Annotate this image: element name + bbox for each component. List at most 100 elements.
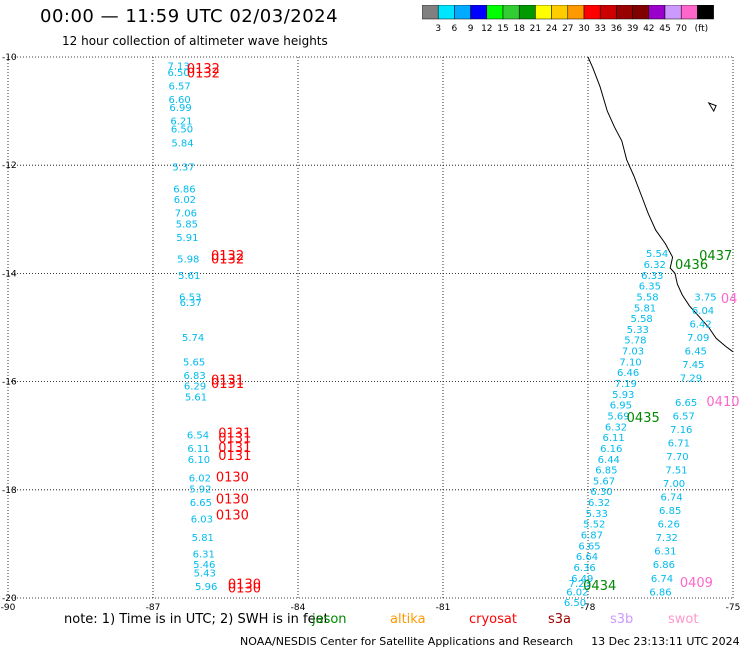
wave-height-value: 6.50 [171, 125, 193, 136]
wave-height-value: 6.64 [576, 552, 598, 563]
wave-height-value: 6.53 [179, 292, 201, 303]
wave-height-value: 6.26 [658, 520, 680, 531]
colorbar-tick-label: 12 [481, 24, 492, 34]
wave-height-value: 3.75 [694, 292, 716, 303]
wave-height-value: 6.65 [578, 541, 600, 552]
lat-tick-label: -20 [2, 594, 17, 604]
legend-item-swot: swot [668, 612, 699, 627]
pass-time-label: 0409 [680, 576, 713, 591]
colorbar-tick-label: 36 [611, 24, 623, 34]
colorbar-tick-label: 30 [578, 24, 590, 34]
wave-height-value: 6.83 [183, 371, 205, 382]
wave-height-value: 5.67 [593, 476, 615, 487]
lat-tick-label: -18 [2, 486, 17, 496]
wave-height-value: 5.81 [192, 533, 214, 544]
wave-height-value: 7.70 [666, 452, 688, 463]
lat-tick-label: -12 [2, 161, 17, 171]
wave-height-value: 6.11 [187, 444, 209, 455]
pass-time-label: 0131 [218, 432, 251, 447]
wave-height-value: 6.95 [610, 401, 632, 412]
colorbar-tick-label: 9 [468, 24, 474, 34]
legend-item-s3a: s3a [548, 612, 572, 627]
colorbar-tick-label: 18 [513, 24, 525, 34]
footer-credit: NOAA/NESDIS Center for Satellite Applica… [240, 635, 740, 648]
page-title: 00:00 — 11:59 UTC 02/03/2024 [40, 6, 339, 27]
pass-time-label: 0410 [706, 395, 739, 410]
wave-height-value: 6.32 [644, 260, 666, 271]
credit-text: NOAA/NESDIS Center for Satellite Applica… [240, 635, 574, 648]
colorbar-unit-label: (ft) [695, 24, 709, 34]
pass-time-label: 0434 [583, 579, 616, 594]
pass-time-label: 0131 [211, 373, 244, 388]
wave-height-colorbar: 3 6 9 12 15 18 21 24 27 30 33 36 39 42 45 70 (ft) [422, 5, 714, 34]
wave-height-value: 7.51 [665, 466, 687, 477]
pass-time-label: 0131 [211, 377, 244, 392]
wave-height-value: 6.02 [566, 587, 588, 598]
wave-height-value: 5.78 [624, 336, 646, 347]
wave-height-value: 6.57 [673, 411, 695, 422]
wave-height-value: 7.10 [619, 357, 641, 368]
wave-height-value: 6.85 [595, 466, 617, 477]
wave-height-value: 5.58 [631, 314, 653, 325]
colorbar-tick-label: 3 [435, 24, 441, 34]
wave-height-value: 6.02 [189, 474, 211, 485]
wave-height-value: 5.98 [177, 255, 199, 266]
timestamp-text: 13 Dec 23:13:11 UTC 2024 [591, 635, 740, 648]
lon-tick-label: -75 [726, 603, 740, 613]
wave-height-value: 5.69 [607, 411, 629, 422]
wave-height-value: 6.99 [169, 103, 191, 114]
wave-height-value: 6.74 [661, 493, 683, 504]
wave-height-value: 6.74 [651, 574, 673, 585]
wave-height-value: 7.29 [680, 374, 702, 385]
wave-height-value: 6.86 [649, 587, 671, 598]
wave-height-value: 6.46 [617, 368, 639, 379]
wave-height-value: 6.31 [193, 549, 215, 560]
wave-height-value: 5.33 [627, 325, 649, 336]
wave-height-value: 7.19 [615, 379, 637, 390]
pass-time-label: 0132 [187, 67, 220, 82]
lon-tick-label: -84 [291, 603, 306, 613]
wave-height-value: 7.16 [670, 425, 692, 436]
wave-height-value: 5.61 [178, 271, 200, 282]
wave-height-value: 5.37 [172, 163, 194, 174]
pass-time-label: 04 [721, 292, 738, 307]
pass-time-label: 0130 [216, 471, 249, 486]
wave-height-value: 6.86 [653, 560, 675, 571]
lon-tick-label: -78 [581, 603, 596, 613]
pass-time-label: 0437 [699, 249, 732, 264]
wave-height-value: 6.57 [168, 81, 190, 92]
wave-height-value: 6.32 [588, 498, 610, 509]
colorbar-tick-label: 33 [594, 24, 605, 34]
legend-item-jason: jason [312, 612, 347, 627]
wave-height-value: 6.21 [170, 117, 192, 128]
colorbar-tick-label: 21 [530, 24, 541, 34]
legend-item-cryosat: cryosat [469, 612, 517, 627]
wave-height-value: 5.43 [194, 568, 216, 579]
pass-time-label: 0130 [228, 577, 261, 592]
note-text: note: 1) Time is in UTC; 2) SWH is in fe… [64, 612, 329, 627]
colorbar-tick-label: 24 [546, 24, 558, 34]
pass-time-label: 0436 [675, 258, 708, 273]
legend-item-s3b: s3b [610, 612, 634, 627]
lon-tick-label: -87 [146, 603, 161, 613]
wave-height-value: 5.81 [634, 303, 656, 314]
wave-height-value: 5.84 [171, 138, 193, 149]
lat-tick-label: -16 [2, 378, 17, 388]
pass-time-label: 0130 [216, 492, 249, 507]
wave-height-value: 6.10 [188, 455, 210, 466]
wave-height-value: 7.32 [656, 533, 678, 544]
wave-height-value: 6.03 [191, 514, 213, 525]
wave-height-value: 6.16 [600, 444, 622, 455]
wave-height-value: 6.02 [174, 195, 196, 206]
wave-height-value: 5.74 [182, 333, 204, 344]
wave-height-value: 6.45 [685, 347, 707, 358]
colorbar-tick-label: 15 [497, 24, 508, 34]
wave-height-value: 6.32 [605, 422, 627, 433]
wave-height-value: 7.06 [175, 209, 197, 220]
colorbar-tick-label: 70 [675, 24, 687, 34]
wave-height-value: 6.87 [581, 530, 603, 541]
wave-height-value: 5.65 [183, 357, 205, 368]
wave-height-value: 6.36 [574, 563, 596, 574]
colorbar-tick-label: 42 [643, 24, 654, 34]
